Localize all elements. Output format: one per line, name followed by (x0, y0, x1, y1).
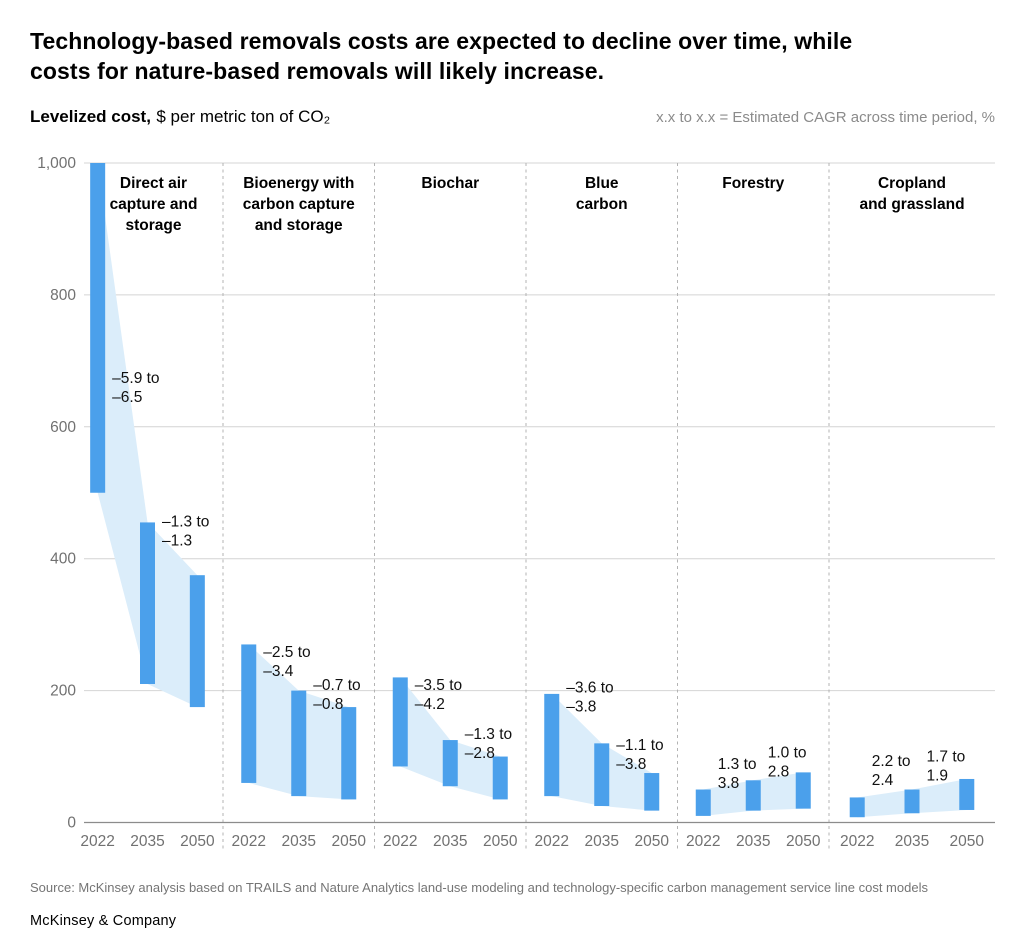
gridlines (84, 162, 995, 692)
cagr-annotation: –0.7 to –0.8 (313, 677, 360, 713)
range-bar-2050 (341, 707, 357, 800)
x-tick-label-2050: 2050 (950, 833, 985, 850)
x-tick-label-2022: 2022 (232, 833, 266, 850)
x-tick-label-2050: 2050 (332, 833, 367, 850)
category-panel-biochar: Biochar –3.5 to –4.2–1.3 to –2.8 2022 2035 205… (383, 175, 518, 850)
y-tick-label-200: 200 (50, 683, 76, 700)
range-bar-2050 (189, 575, 205, 708)
x-tick-label-2050: 2050 (180, 833, 215, 850)
chart-header-row: Levelized cost, $ per metric ton of CO₂ x… (30, 107, 995, 127)
x-tick-label-2035: 2035 (282, 833, 316, 850)
x-tick-label-2022: 2022 (686, 833, 720, 850)
category-label: Biochar (421, 175, 479, 192)
category-panel-direct-air-capture-and-storage: Direct air capture and storage –5.9 to –6.5 –… (80, 163, 215, 850)
range-bar-2050 (644, 773, 660, 811)
category-label: Blue carbon (576, 175, 628, 213)
range-bar-2050 (959, 778, 975, 810)
cagr-annotation: –1.3 to –2.8 (465, 726, 512, 762)
range-bar-2022 (241, 644, 257, 783)
category-panel-forestry: Forestry 1.3 to 3.8 1.0 to 2.8 2022 2035 2050 (686, 175, 821, 850)
category-label: Cropland and grassland (859, 175, 964, 213)
range-bar-2050 (492, 756, 508, 800)
x-tick-label-2035: 2035 (736, 833, 770, 850)
x-tick-label-2035: 2035 (585, 833, 619, 850)
range-band (97, 163, 198, 708)
axis-title-unit: $ per metric ton of CO₂ (156, 107, 331, 126)
y-tick-label-800: 800 (50, 287, 76, 304)
axis-title: Levelized cost, $ per metric ton of CO₂ (30, 107, 330, 127)
cagr-annotation: 1.3 to 3.8 (718, 756, 757, 792)
y-tick-label-1000: 1,000 (37, 155, 76, 172)
cagr-annotation: –1.3 to –1.3 (162, 514, 209, 550)
x-tick-label-2035: 2035 (130, 833, 164, 850)
x-tick-label-2022: 2022 (383, 833, 417, 850)
range-bar-2035 (140, 522, 155, 685)
y-tick-label-600: 600 (50, 419, 76, 436)
category-panel-cropland-and-grassland: Cropland and grassland 2.2 to 2.4 1.7 to 1.9 2… (840, 175, 984, 850)
category-label: Direct air capture and storage (110, 175, 198, 234)
page-title: Technology-based removals costs are expe… (30, 26, 994, 86)
x-tick-label-2035: 2035 (895, 833, 929, 850)
page-title-line1: Technology-based removals costs are expe… (30, 28, 853, 55)
cagr-annotation: –2.5 to –3.4 (263, 644, 310, 680)
cagr-annotation: 1.7 to 1.9 (927, 748, 966, 784)
range-bar-2035 (904, 789, 920, 814)
range-bar-2022 (849, 797, 865, 818)
axis-title-measure: Levelized cost, (30, 107, 151, 126)
range-bar-2022 (90, 163, 106, 493)
category-panel-bioenergy-with-carbon-capture-and-storage: Bioenergy with carbon capture and storage –… (232, 175, 367, 850)
range-bar-2035 (291, 690, 307, 797)
cagr-annotation: –1.1 to –3.8 (616, 737, 663, 773)
cagr-annotation: –3.5 to –4.2 (415, 677, 462, 713)
x-tick-label-2050: 2050 (786, 833, 821, 850)
category-label: Bioenergy with carbon capture and storage (243, 175, 355, 234)
range-bar-2022 (695, 789, 711, 816)
cagr-annotation: –5.9 to –6.5 (112, 370, 159, 406)
panel-separators (222, 163, 830, 850)
range-bar-2022 (392, 677, 408, 767)
y-tick-label-400: 400 (50, 551, 76, 568)
cagr-annotation: 2.2 to 2.4 (872, 753, 911, 789)
x-tick-label-2022: 2022 (80, 833, 114, 850)
category-panel-blue-carbon: Blue carbon –3.6 to –3.8–1.1 to –3.8 2022 2035… (535, 175, 670, 850)
range-bar-2035 (442, 740, 458, 787)
y-axis-tick-labels: 0 200 400 600 800 1,000 (37, 155, 76, 832)
cagr-legend-note: x.x to x.x = Estimated CAGR across time … (656, 109, 995, 126)
x-tick-label-2035: 2035 (433, 833, 467, 850)
category-label: Forestry (722, 175, 784, 192)
cagr-annotation: –3.6 to –3.8 (566, 680, 613, 716)
x-tick-label-2050: 2050 (483, 833, 518, 850)
x-tick-label-2022: 2022 (840, 833, 874, 850)
x-tick-label-2050: 2050 (635, 833, 670, 850)
range-band (400, 677, 501, 800)
source-note: Source: McKinsey analysis based on TRAIL… (30, 880, 928, 895)
range-bar-2050 (795, 772, 811, 809)
y-tick-label-0: 0 (67, 815, 76, 832)
page-title-line2: costs for nature-based removals will lik… (30, 58, 605, 85)
range-bar-2022 (544, 693, 560, 797)
x-tick-label-2022: 2022 (535, 833, 569, 850)
brand-logo: McKinsey & Company (30, 913, 177, 929)
range-bar-2035 (745, 780, 761, 811)
range-bar-2035 (594, 743, 610, 807)
cagr-annotation: 1.0 to 2.8 (768, 744, 807, 780)
